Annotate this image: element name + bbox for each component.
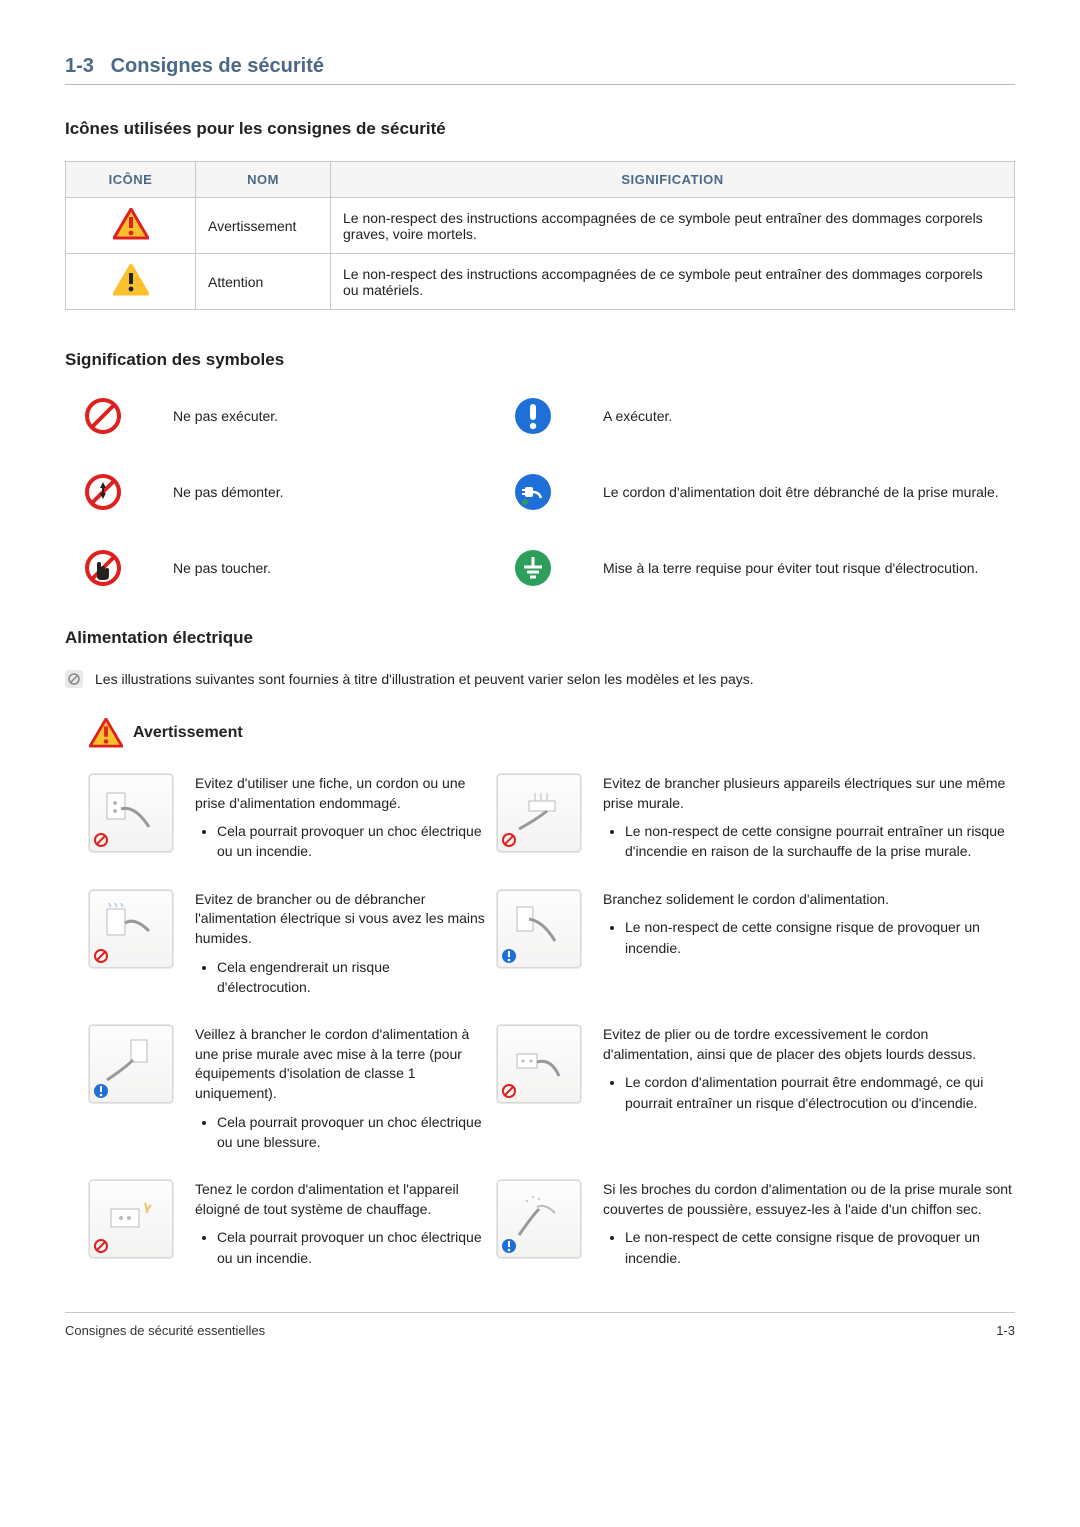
symbol-text: Le cordon d'alimentation doit être débra… xyxy=(603,483,1015,502)
prohibit-badge-icon xyxy=(93,948,109,964)
note-line: Les illustrations suivantes sont fournie… xyxy=(65,670,1015,688)
warning-text: Evitez de brancher plusieurs appareils é… xyxy=(603,774,1015,866)
prohibit-badge-icon xyxy=(501,1083,517,1099)
page-footer: Consignes de sécurité essentielles 1-3 xyxy=(65,1312,1015,1338)
warning-illustration xyxy=(89,774,173,852)
warning-illustration xyxy=(497,1180,581,1258)
warning-text: Evitez de plier ou de tordre excessiveme… xyxy=(603,1025,1015,1117)
must-do-badge-icon xyxy=(501,948,517,964)
warning-text: Evitez de brancher ou de débrancher l'al… xyxy=(195,890,485,1001)
symbol-text: Mise à la terre requise pour éviter tout… xyxy=(603,559,1015,578)
warning-text: Tenez le cordon d'alimentation et l'appa… xyxy=(195,1180,485,1272)
symbol-text: Ne pas démonter. xyxy=(173,483,483,502)
prohibit-badge-icon xyxy=(93,1238,109,1254)
warning-illustration xyxy=(497,890,581,968)
icons-title: Icônes utilisées pour les consignes de s… xyxy=(65,119,1015,139)
must-do-badge-icon xyxy=(93,1083,109,1099)
symbol-text: Ne pas toucher. xyxy=(173,559,483,578)
avert-label: Avertissement xyxy=(133,724,243,742)
power-title: Alimentation électrique xyxy=(65,628,1015,648)
prohibit-badge-icon xyxy=(501,832,517,848)
avertissement-icon xyxy=(113,208,149,243)
note-icon xyxy=(65,670,83,688)
prohibit-icon xyxy=(83,396,123,436)
warning-text: Evitez d'utiliser une fiche, un cordon o… xyxy=(195,774,485,866)
warning-illustration xyxy=(89,890,173,968)
warning-illustration xyxy=(89,1025,173,1103)
symbol-text: Ne pas exécuter. xyxy=(173,407,483,426)
ground-icon xyxy=(513,548,553,588)
table-row: Attention Le non-respect des instruction… xyxy=(66,254,1015,310)
must-do-badge-icon xyxy=(501,1238,517,1254)
warning-text: Veillez à brancher le cordon d'alimentat… xyxy=(195,1025,485,1156)
footer-right: 1-3 xyxy=(996,1323,1015,1338)
section-title: 1-3 Consignes de sécurité xyxy=(65,55,1015,85)
warning-illustration xyxy=(497,1025,581,1103)
warning-illustration xyxy=(89,1180,173,1258)
must-do-icon xyxy=(513,396,553,436)
symbols-title: Signification des symboles xyxy=(65,350,1015,370)
warning-text: Branchez solidement le cordon d'alimenta… xyxy=(603,890,1015,962)
no-disassemble-icon xyxy=(83,472,123,512)
table-row: Avertissement Le non-respect des instruc… xyxy=(66,198,1015,254)
avertissement-heading: Avertissement xyxy=(89,718,1015,748)
prohibit-badge-icon xyxy=(93,832,109,848)
icons-table: ICÔNE NOM SIGNIFICATION xyxy=(65,161,1015,310)
note-text: Les illustrations suivantes sont fournie… xyxy=(95,671,754,687)
footer-left: Consignes de sécurité essentielles xyxy=(65,1323,265,1338)
unplug-icon xyxy=(513,472,553,512)
section-number: 1-3 xyxy=(65,55,94,77)
symbol-text: A exécuter. xyxy=(603,407,1015,426)
row-name: Avertissement xyxy=(196,198,331,254)
th-meaning: SIGNIFICATION xyxy=(331,162,1015,198)
warning-text: Si les broches du cordon d'alimentation … xyxy=(603,1180,1015,1272)
row-meaning: Le non-respect des instructions accompag… xyxy=(331,198,1015,254)
row-meaning: Le non-respect des instructions accompag… xyxy=(331,254,1015,310)
th-icon: ICÔNE xyxy=(66,162,196,198)
th-name: NOM xyxy=(196,162,331,198)
warning-illustration xyxy=(497,774,581,852)
no-touch-icon xyxy=(83,548,123,588)
row-name: Attention xyxy=(196,254,331,310)
attention-icon xyxy=(113,264,149,299)
section-name: Consignes de sécurité xyxy=(111,55,324,77)
